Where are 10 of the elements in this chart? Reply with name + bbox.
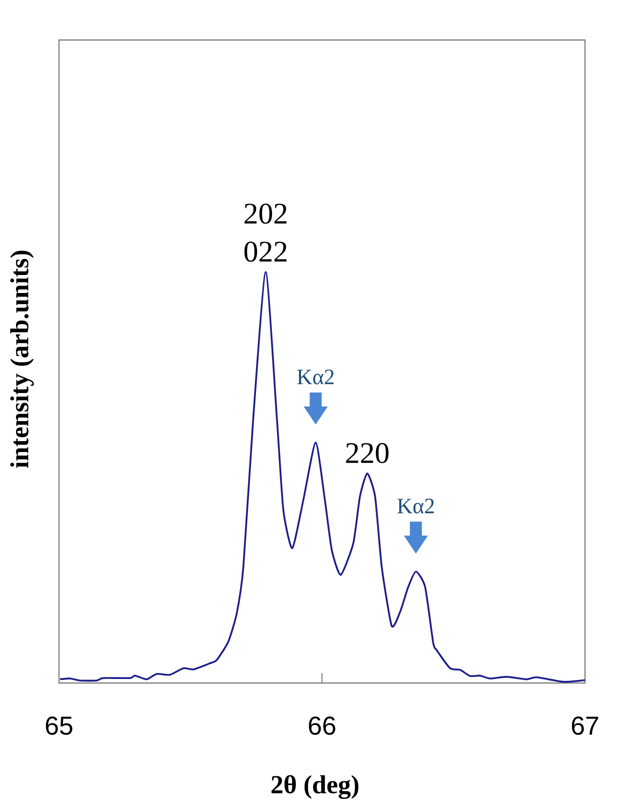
x-tick-label: 66 [308, 716, 336, 735]
annotation: 202 [244, 204, 286, 224]
annotation: 220 [346, 443, 389, 464]
x-tick-label: 67 [572, 716, 598, 735]
annotation: 022 [244, 242, 286, 262]
annotation: Kα2 [397, 498, 434, 514]
x-axis-title: 2θ (deg) [272, 775, 358, 799]
annotation: Kα2 [297, 370, 334, 384]
x-tick-label: 65 [46, 716, 72, 735]
y-axis-title: intensity (arb.units) [10, 250, 34, 468]
